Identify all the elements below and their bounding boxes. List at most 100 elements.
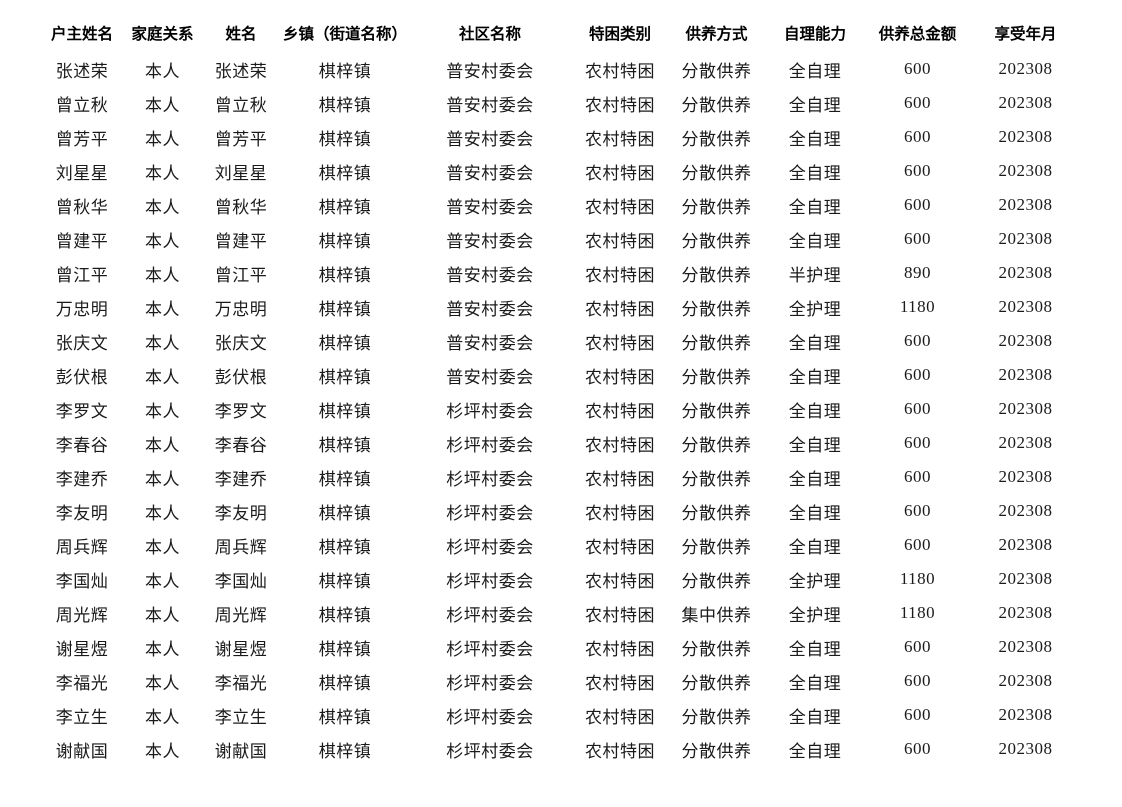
table-cell-benefit-year-month: 202308 bbox=[998, 127, 1053, 146]
table-cell-family-relation: 本人 bbox=[145, 367, 180, 387]
table-cell-total-support-amount: 600 bbox=[904, 195, 931, 214]
table-cell-name: 张述荣 bbox=[214, 61, 268, 81]
table-cell-benefit-year-month: 202308 bbox=[998, 93, 1053, 112]
table-cell-family-relation: 本人 bbox=[145, 605, 180, 625]
table-row: 曾秋华 本人 曾秋华 棋梓镇 普安村委会 农村特困 分散供养 全自理 600 202308 bbox=[40, 188, 1082, 222]
welfare-table: 户主姓名 家庭关系 姓名 乡镇（街道名称） 社区名称 特困类别 供养方式 自理能力 供养总金额 享… bbox=[40, 14, 1082, 766]
table-cell-total-support-amount: 600 bbox=[904, 705, 931, 724]
table-cell-community-name: 杉坪村委会 bbox=[446, 639, 534, 659]
table-cell-family-relation: 本人 bbox=[145, 639, 180, 659]
table-cell-poverty-category: 农村特困 bbox=[585, 299, 655, 319]
table-cell-total-support-amount: 600 bbox=[904, 161, 931, 180]
table-cell-benefit-year-month: 202308 bbox=[998, 161, 1053, 180]
table-cell-self-care-ability: 半护理 bbox=[788, 265, 842, 285]
table-cell-township-street-name: 棋梓镇 bbox=[318, 707, 372, 727]
table-cell-township-street-name: 棋梓镇 bbox=[318, 537, 372, 557]
table-cell-poverty-category: 农村特困 bbox=[585, 163, 655, 183]
table-cell-householder-name: 曾建平 bbox=[55, 231, 109, 251]
table-cell-name: 李春谷 bbox=[214, 435, 268, 455]
table-cell-community-name: 普安村委会 bbox=[446, 367, 534, 387]
table-cell-community-name: 普安村委会 bbox=[446, 95, 534, 115]
table-cell-community-name: 普安村委会 bbox=[446, 61, 534, 81]
table-cell-name: 刘星星 bbox=[214, 163, 268, 183]
table-cell-poverty-category: 农村特困 bbox=[585, 469, 655, 489]
table-cell-name: 张庆文 bbox=[214, 333, 268, 353]
table-cell-poverty-category: 农村特困 bbox=[585, 333, 655, 353]
column-header-self-care-ability: 自理能力 bbox=[783, 26, 846, 43]
table-cell-self-care-ability: 全自理 bbox=[788, 537, 842, 557]
table-cell-benefit-year-month: 202308 bbox=[998, 671, 1053, 690]
table-cell-support-method: 分散供养 bbox=[681, 435, 752, 455]
table-cell-support-method: 分散供养 bbox=[681, 673, 752, 693]
table-cell-township-street-name: 棋梓镇 bbox=[318, 571, 372, 591]
table-cell-self-care-ability: 全自理 bbox=[788, 741, 842, 761]
table-cell-township-street-name: 棋梓镇 bbox=[318, 401, 372, 421]
table-cell-family-relation: 本人 bbox=[145, 435, 180, 455]
table-cell-township-street-name: 棋梓镇 bbox=[318, 639, 372, 659]
table-cell-support-method: 分散供养 bbox=[681, 741, 752, 761]
table-row: 万忠明 本人 万忠明 棋梓镇 普安村委会 农村特困 分散供养 全护理 1180 202308 bbox=[40, 290, 1082, 324]
table-cell-support-method: 分散供养 bbox=[681, 299, 752, 319]
table-cell-benefit-year-month: 202308 bbox=[998, 365, 1053, 384]
table-cell-family-relation: 本人 bbox=[145, 163, 180, 183]
table-cell-community-name: 普安村委会 bbox=[446, 129, 534, 149]
table-cell-poverty-category: 农村特困 bbox=[585, 231, 655, 251]
table-cell-self-care-ability: 全护理 bbox=[788, 299, 842, 319]
table-cell-township-street-name: 棋梓镇 bbox=[318, 673, 372, 693]
table-cell-support-method: 分散供养 bbox=[681, 129, 752, 149]
table-cell-self-care-ability: 全自理 bbox=[788, 469, 842, 489]
table-cell-family-relation: 本人 bbox=[145, 197, 180, 217]
table-cell-total-support-amount: 890 bbox=[904, 263, 931, 282]
table-cell-householder-name: 张庆文 bbox=[55, 333, 109, 353]
table-cell-householder-name: 谢星煜 bbox=[55, 639, 109, 659]
table-cell-support-method: 分散供养 bbox=[681, 163, 752, 183]
table-cell-support-method: 分散供养 bbox=[681, 95, 752, 115]
table-cell-family-relation: 本人 bbox=[145, 537, 180, 557]
table-cell-family-relation: 本人 bbox=[145, 741, 180, 761]
table-cell-township-street-name: 棋梓镇 bbox=[318, 503, 372, 523]
table-cell-total-support-amount: 600 bbox=[904, 399, 931, 418]
table-cell-name: 曾建平 bbox=[214, 231, 268, 251]
table-header: 户主姓名 家庭关系 姓名 乡镇（街道名称） 社区名称 特困类别 供养方式 自理能力 供养总金额 享… bbox=[40, 14, 1082, 52]
table-cell-total-support-amount: 600 bbox=[904, 433, 931, 452]
table-cell-benefit-year-month: 202308 bbox=[998, 535, 1053, 554]
table-cell-householder-name: 谢献国 bbox=[55, 741, 109, 761]
table-cell-support-method: 分散供养 bbox=[681, 503, 752, 523]
table-cell-community-name: 普安村委会 bbox=[446, 197, 534, 217]
table-cell-name: 李罗文 bbox=[214, 401, 268, 421]
table-cell-benefit-year-month: 202308 bbox=[998, 603, 1053, 622]
table-row: 张述荣 本人 张述荣 棋梓镇 普安村委会 农村特困 分散供养 全自理 600 202308 bbox=[40, 52, 1082, 86]
table-cell-township-street-name: 棋梓镇 bbox=[318, 741, 372, 761]
table-cell-total-support-amount: 600 bbox=[904, 59, 931, 78]
table-cell-name: 周兵辉 bbox=[214, 537, 268, 557]
table-cell-community-name: 普安村委会 bbox=[446, 299, 534, 319]
table-cell-self-care-ability: 全自理 bbox=[788, 95, 842, 115]
table-cell-benefit-year-month: 202308 bbox=[998, 433, 1053, 452]
table-cell-householder-name: 曾江平 bbox=[55, 265, 109, 285]
table-row: 周兵辉 本人 周兵辉 棋梓镇 杉坪村委会 农村特困 分散供养 全自理 600 202308 bbox=[40, 528, 1082, 562]
table-cell-total-support-amount: 600 bbox=[904, 501, 931, 520]
table-cell-benefit-year-month: 202308 bbox=[998, 739, 1053, 758]
table-cell-poverty-category: 农村特困 bbox=[585, 503, 655, 523]
table-cell-benefit-year-month: 202308 bbox=[998, 399, 1053, 418]
table-cell-support-method: 分散供养 bbox=[681, 469, 752, 489]
table-cell-householder-name: 李福光 bbox=[55, 673, 109, 693]
table-cell-benefit-year-month: 202308 bbox=[998, 467, 1053, 486]
table-cell-name: 万忠明 bbox=[214, 299, 268, 319]
table-cell-self-care-ability: 全自理 bbox=[788, 129, 842, 149]
column-header-total-support-amount: 供养总金额 bbox=[878, 26, 957, 43]
table-cell-support-method: 分散供养 bbox=[681, 401, 752, 421]
table-cell-poverty-category: 农村特困 bbox=[585, 741, 655, 761]
table-cell-name: 谢献国 bbox=[214, 741, 268, 761]
table-cell-benefit-year-month: 202308 bbox=[998, 195, 1053, 214]
table-cell-self-care-ability: 全自理 bbox=[788, 231, 842, 251]
table-cell-support-method: 分散供养 bbox=[681, 231, 752, 251]
table-cell-total-support-amount: 600 bbox=[904, 637, 931, 656]
table-cell-benefit-year-month: 202308 bbox=[998, 331, 1053, 350]
table-row: 刘星星 本人 刘星星 棋梓镇 普安村委会 农村特困 分散供养 全自理 600 202308 bbox=[40, 154, 1082, 188]
table-cell-benefit-year-month: 202308 bbox=[998, 501, 1053, 520]
table-cell-township-street-name: 棋梓镇 bbox=[318, 299, 372, 319]
table-cell-support-method: 分散供养 bbox=[681, 265, 752, 285]
table-cell-township-street-name: 棋梓镇 bbox=[318, 197, 372, 217]
table-cell-community-name: 杉坪村委会 bbox=[446, 741, 534, 761]
